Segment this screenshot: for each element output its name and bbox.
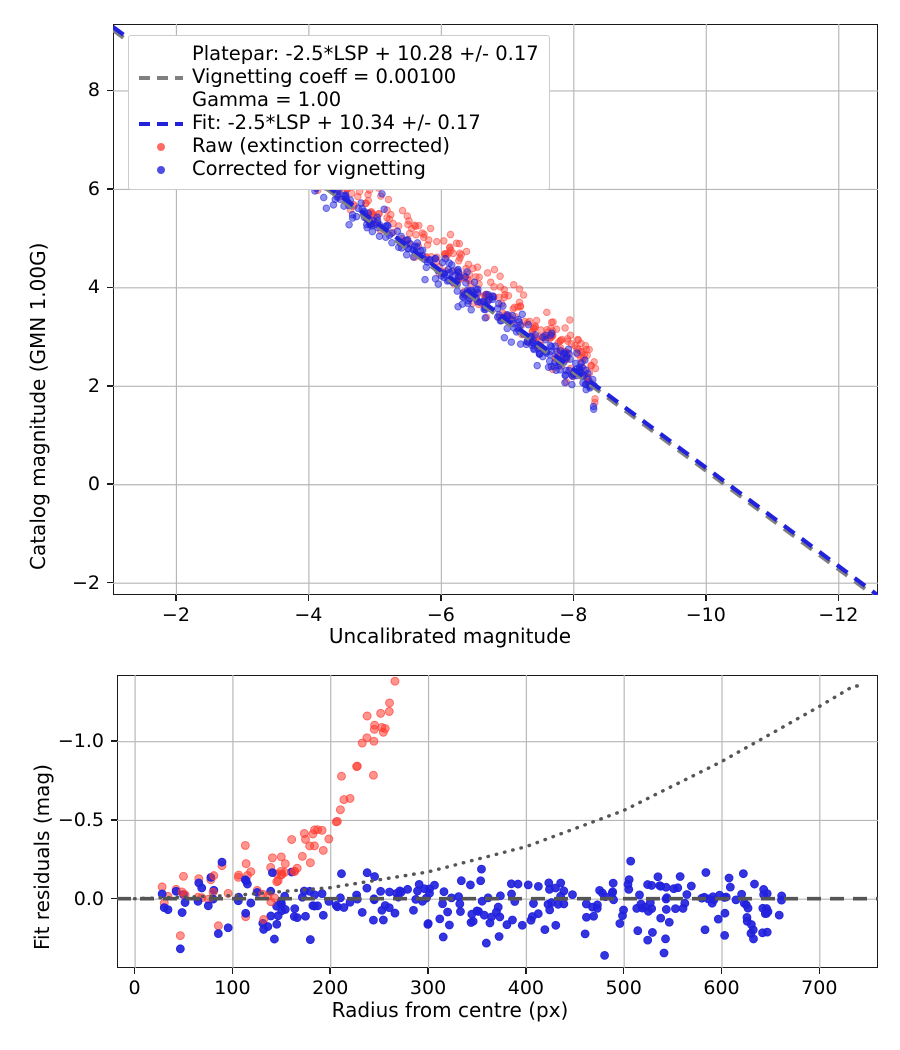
legend-label: Platepar: -2.5*LSP + 10.28 +/- 0.17 xyxy=(192,42,539,65)
bottom-x-axis-label: Radius from centre (px) xyxy=(331,998,569,1022)
legend-dashed-gray-icon xyxy=(139,66,183,89)
x-tick-label: −12 xyxy=(818,604,859,626)
y-tick-label: −1.0 xyxy=(57,730,104,753)
marker-swatch xyxy=(157,165,165,174)
legend-blue-marker-icon xyxy=(139,158,183,181)
y-tick-label: 4 xyxy=(87,276,100,299)
x-tick-mark xyxy=(440,595,442,601)
x-tick-label: −10 xyxy=(685,604,726,626)
y-tick-label: 8 xyxy=(87,79,100,102)
legend-platepar-gamma: Gamma = 1.00 xyxy=(139,88,539,112)
y-tick-label: 0 xyxy=(87,473,100,496)
x-tick-label: 100 xyxy=(214,977,251,999)
y-tick-label: 6 xyxy=(87,177,100,200)
x-tick-label: −2 xyxy=(161,604,190,626)
x-tick-label: 600 xyxy=(703,977,740,999)
x-tick-mark xyxy=(705,595,707,601)
legend-corrected: Corrected for vignetting xyxy=(139,157,539,181)
legend-no-marker-spacer xyxy=(139,89,183,112)
x-tick-label: 400 xyxy=(507,977,544,999)
x-tick-mark xyxy=(837,595,839,601)
x-tick-label: 300 xyxy=(409,977,447,999)
dashed-line-swatch xyxy=(139,121,183,126)
dashed-line-swatch xyxy=(139,75,183,80)
y-tick-mark xyxy=(107,483,113,485)
x-tick-mark xyxy=(427,968,429,974)
x-tick-label: 500 xyxy=(605,977,642,999)
legend-platepar-vignetting: Vignetting coeff = 0.00100 xyxy=(139,65,539,89)
y-tick-mark xyxy=(107,188,113,190)
legend-label: Gamma = 1.00 xyxy=(192,88,342,111)
y-tick-mark xyxy=(107,385,113,387)
y-tick-label: 0.0 xyxy=(73,887,104,910)
legend-label: Vignetting coeff = 0.00100 xyxy=(192,65,457,88)
y-tick-mark xyxy=(107,581,113,584)
x-tick-mark xyxy=(231,968,234,974)
y-tick-label: −2 xyxy=(71,571,100,594)
x-tick-mark xyxy=(525,968,527,974)
legend-label: Fit: -2.5*LSP + 10.34 +/- 0.17 xyxy=(192,111,481,134)
legend-dashed-blue-icon xyxy=(139,112,183,135)
legend-red-marker-icon xyxy=(139,135,183,158)
x-tick-label: −6 xyxy=(426,604,455,626)
x-tick-mark xyxy=(175,595,177,601)
x-tick-mark xyxy=(329,968,331,974)
x-tick-mark xyxy=(307,595,310,601)
x-tick-mark xyxy=(622,968,625,974)
x-tick-mark xyxy=(720,968,723,974)
top-y-axis-label: Catalog magnitude (GMN 1.00G) xyxy=(26,242,50,570)
magnitude-calibration-panel: Platepar: -2.5*LSP + 10.28 +/- 0.17 Vigne… xyxy=(113,24,878,595)
marker-swatch xyxy=(157,142,165,151)
x-tick-label: 200 xyxy=(312,977,349,999)
fit-residuals-panel xyxy=(117,675,878,968)
x-tick-label: −4 xyxy=(294,604,323,626)
x-tick-label: 0 xyxy=(128,977,141,999)
y-tick-label: −0.5 xyxy=(57,808,104,831)
x-tick-mark xyxy=(572,595,575,601)
y-tick-mark xyxy=(107,89,113,92)
legend-label: Corrected for vignetting xyxy=(192,157,426,180)
legend-fit: Fit: -2.5*LSP + 10.34 +/- 0.17 xyxy=(139,111,539,135)
y-tick-mark xyxy=(111,897,117,900)
x-tick-mark xyxy=(133,968,136,974)
y-tick-mark xyxy=(111,740,117,742)
y-tick-mark xyxy=(111,819,117,821)
plot-legend: Platepar: -2.5*LSP + 10.28 +/- 0.17 Vigne… xyxy=(128,35,550,190)
legend-raw: Raw (extinction corrected) xyxy=(139,134,539,158)
legend-label: Raw (extinction corrected) xyxy=(192,134,450,157)
y-tick-mark xyxy=(107,286,113,289)
top-x-axis-label: Uncalibrated magnitude xyxy=(328,624,572,648)
legend-no-marker-spacer xyxy=(139,43,183,66)
bottom-y-axis-label: Fit residuals (mag) xyxy=(30,764,54,950)
legend-platepar-title: Platepar: -2.5*LSP + 10.28 +/- 0.17 xyxy=(139,42,539,66)
x-tick-label: −8 xyxy=(559,604,588,626)
bottom-plot-surface xyxy=(117,675,878,968)
x-tick-mark xyxy=(818,968,821,974)
y-tick-label: 2 xyxy=(87,374,100,397)
x-tick-label: 700 xyxy=(801,977,838,999)
